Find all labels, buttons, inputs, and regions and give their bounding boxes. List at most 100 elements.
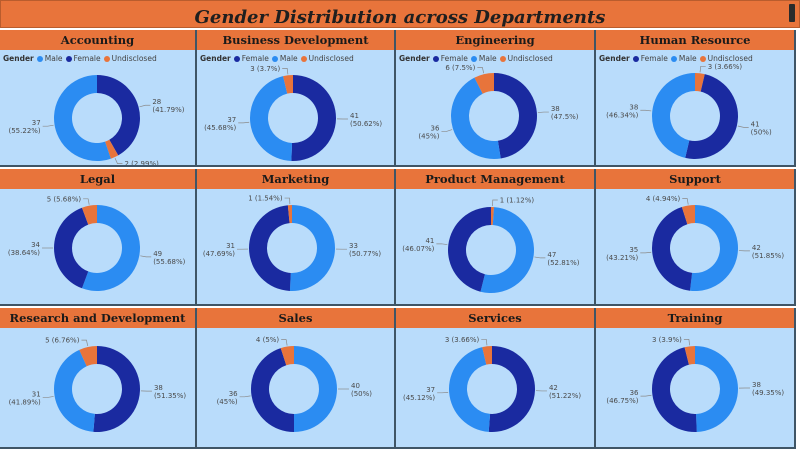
legend-item-male[interactable]: Male xyxy=(670,54,697,63)
data-label-male: 37 (45.12%) xyxy=(403,386,435,402)
donut-slice-undisclosed[interactable] xyxy=(283,75,293,94)
data-label-female: 41 (50%) xyxy=(751,120,772,136)
panel-header: Services xyxy=(396,308,594,328)
legend-item-undisclosed[interactable]: Undisclosed xyxy=(699,54,753,63)
legend-swatch xyxy=(300,55,307,62)
donut-slice-female[interactable] xyxy=(249,205,291,291)
donut-slice-female[interactable] xyxy=(494,73,537,159)
leader-line xyxy=(282,67,289,75)
chart-panel-human-resource[interactable]: Human Resource Gender Female Male Undisclose… xyxy=(596,30,796,167)
donut-slice-female[interactable] xyxy=(448,207,491,292)
donut-slice-undisclosed[interactable] xyxy=(491,207,495,226)
legend-item-female[interactable]: Female xyxy=(233,54,269,63)
chart-panel-accounting[interactable]: Accounting Gender Male Female Undisclosed 28(… xyxy=(0,30,197,167)
data-label-female: 41 (46.07%) xyxy=(402,237,434,253)
donut-slice-undisclosed[interactable] xyxy=(695,73,705,92)
panel-header: Sales xyxy=(197,308,394,328)
donut-slice-male[interactable] xyxy=(480,207,534,293)
legend-item-female[interactable]: Female xyxy=(432,54,468,63)
data-label-undisclosed: 5 (5.68%) xyxy=(47,195,82,203)
donut-slice-male[interactable] xyxy=(250,76,293,161)
donut-slice-undisclosed[interactable] xyxy=(684,346,695,365)
chart-panel-legal[interactable]: Legal 49 (55.68%) 34 (38.64%) 5 (5.68%) xyxy=(0,169,197,306)
chart-panel-business-development[interactable]: Business Development Gender Female Male Undi… xyxy=(197,30,396,167)
leader-line xyxy=(640,251,652,254)
donut-slice-male[interactable] xyxy=(652,73,695,158)
chart-panel-sales[interactable]: Sales 40 (50%) 36 (45%) 4 (5%) xyxy=(197,308,396,449)
data-label-undisclosed: 3 (3.7%) xyxy=(250,65,280,73)
chart-panel-training[interactable]: Training 38 (49.35%) 36 (46.75%) 3 (3.9%) xyxy=(596,308,796,449)
donut-slice-male[interactable] xyxy=(695,346,739,432)
data-label-undisclosed: 3 (3.66%) xyxy=(708,63,743,71)
panel-title: Marketing xyxy=(261,172,330,186)
panel-header: Accounting xyxy=(0,30,195,50)
data-label-female: 41 (50.62%) xyxy=(350,112,382,128)
legend-item-undisclosed[interactable]: Undisclosed xyxy=(499,54,553,63)
leader-line xyxy=(139,104,151,108)
legend-item-male[interactable]: Male xyxy=(470,54,497,63)
donut-slice-undisclosed[interactable] xyxy=(474,73,494,94)
donut-slice-female[interactable] xyxy=(652,207,693,291)
donut-slice-undisclosed[interactable] xyxy=(280,346,294,366)
donut-chart: 1 (1.12%) 47 (52.81%) 41 (46.07%) xyxy=(402,197,580,293)
donut-chart: 49 (55.68%) 34 (38.64%) 5 (5.68%) xyxy=(8,195,186,291)
donut-chart: 38 (47.5%) 36 (45%) 6 (7.5%) xyxy=(418,64,579,159)
donut-slice-female[interactable] xyxy=(97,75,140,156)
donut-slice-male[interactable] xyxy=(294,346,337,432)
donut-slice-female[interactable] xyxy=(685,74,738,160)
legend-swatch xyxy=(65,55,72,62)
donut-slice-female[interactable] xyxy=(652,347,697,432)
chart-panel-services[interactable]: Services 42 (51.22%) 37 (45.12%) 3 (3.66%) xyxy=(396,308,596,449)
data-label-undisclosed: 3 (3.66%) xyxy=(445,336,480,344)
donut-slice-male[interactable] xyxy=(690,205,738,291)
legend-item-male[interactable]: Male xyxy=(36,54,63,63)
data-label-undisclosed: 1 (1.54%) xyxy=(248,195,283,203)
panel-title: Support xyxy=(669,172,721,186)
chart-panel-marketing[interactable]: Marketing 33 (50.77%) 31 (47.69%) 1 (1.54%) xyxy=(197,169,396,306)
donut-slice-female[interactable] xyxy=(488,346,535,432)
leader-line xyxy=(534,256,546,259)
donut-slice-female[interactable] xyxy=(53,207,89,289)
donut-slice-undisclosed[interactable] xyxy=(79,346,97,367)
scroll-handle[interactable] xyxy=(789,4,795,22)
chart-panel-engineering[interactable]: Engineering Gender Female Male Undisclosed 38… xyxy=(396,30,596,167)
legend-item-undisclosed[interactable]: Undisclosed xyxy=(300,54,354,63)
leader-line xyxy=(441,129,453,132)
data-label-male: 49 (55.68%) xyxy=(153,250,185,266)
legend-item-undisclosed[interactable]: Undisclosed xyxy=(103,54,157,63)
legend: Gender Female Male Undisclosed xyxy=(399,54,556,63)
donut-slice-undisclosed[interactable] xyxy=(81,205,97,225)
panel-header: Business Development xyxy=(197,30,394,50)
data-label-male: 40 (50%) xyxy=(351,382,372,398)
donut-slice-male[interactable] xyxy=(53,75,111,161)
data-label-female: 36 (45%) xyxy=(217,390,239,406)
leader-line xyxy=(682,198,689,205)
data-label-female: 31 (47.69%) xyxy=(203,242,235,258)
donut-slice-male[interactable] xyxy=(81,205,140,291)
chart-panel-research-and-development[interactable]: Research and Development 38 (51.35%) 31 (41.… xyxy=(0,308,197,449)
data-label-male: 38 (49.35%) xyxy=(752,381,784,397)
donut-slice-female[interactable] xyxy=(291,75,336,161)
donut-slice-male[interactable] xyxy=(451,77,501,159)
donut-slice-undisclosed[interactable] xyxy=(105,139,119,159)
donut-slice-undisclosed[interactable] xyxy=(287,205,292,224)
legend-item-female[interactable]: Female xyxy=(65,54,101,63)
chart-panel-product-management[interactable]: Product Management 1 (1.12%) 47 (52.81%) 41(… xyxy=(396,169,596,306)
data-label-undisclosed: 4 (5%) xyxy=(256,336,280,344)
donut-slice-female[interactable] xyxy=(93,346,141,432)
chart-panel-support[interactable]: Support 42 (51.85%) 35 (43.21%) 4 (4.94%) xyxy=(596,169,796,306)
data-label-female: 42 (51.22%) xyxy=(549,384,581,400)
leader-line xyxy=(114,157,123,164)
donut-slice-undisclosed[interactable] xyxy=(482,346,492,365)
dashboard-title-bar: Gender Distribution across Departments xyxy=(0,0,800,28)
panel-title: Services xyxy=(468,311,522,325)
donut-slice-male[interactable] xyxy=(448,347,491,432)
donut-slice-undisclosed[interactable] xyxy=(681,205,695,225)
donut-slice-male[interactable] xyxy=(54,349,95,432)
data-label-female: 36 (46.75%) xyxy=(606,389,639,405)
legend-item-male[interactable]: Male xyxy=(271,54,298,63)
donut-slice-male[interactable] xyxy=(289,205,335,291)
legend-item-female[interactable]: Female xyxy=(632,54,668,63)
legend-label: Male xyxy=(279,54,298,63)
donut-slice-female[interactable] xyxy=(251,348,294,432)
